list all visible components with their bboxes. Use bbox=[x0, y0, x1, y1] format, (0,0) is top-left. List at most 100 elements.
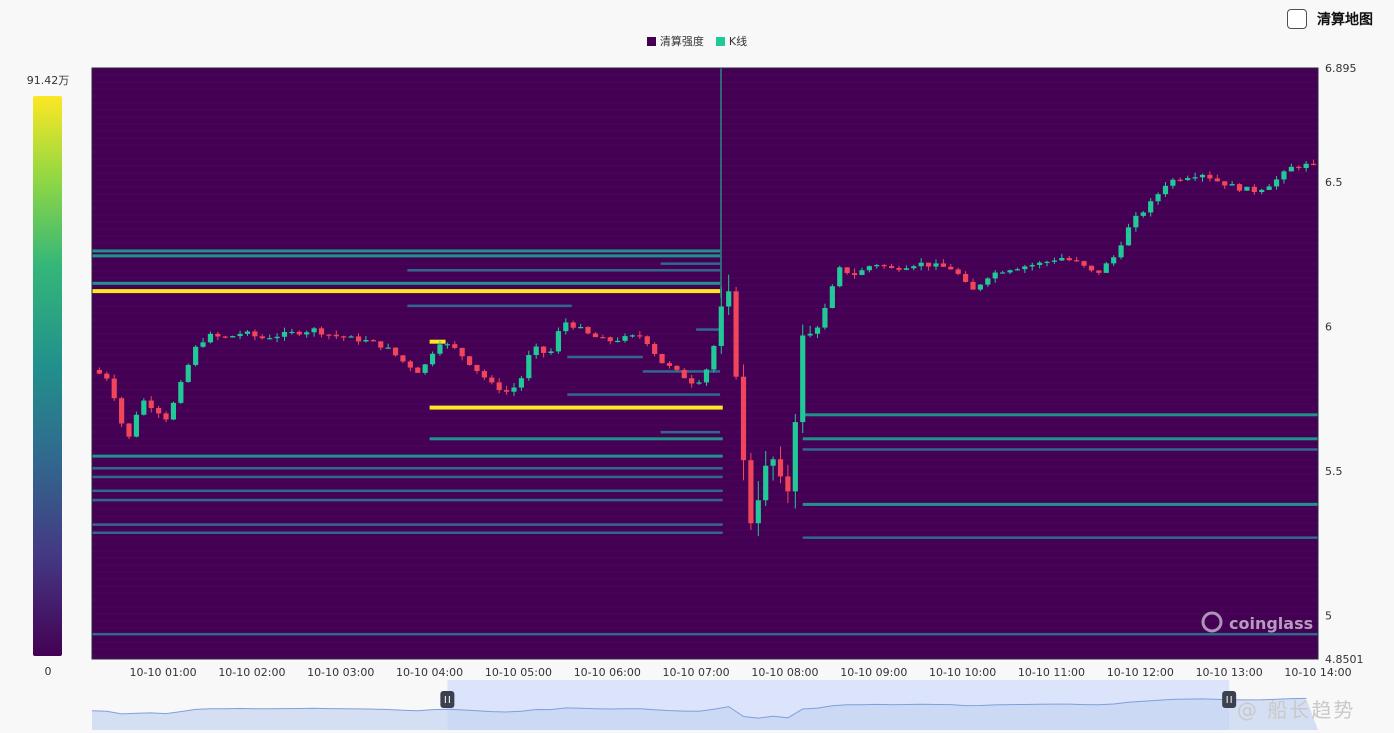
candle-body bbox=[792, 422, 798, 492]
candle bbox=[407, 360, 413, 372]
candle-body bbox=[385, 347, 391, 349]
candle bbox=[333, 330, 339, 340]
liquidation-level-band bbox=[429, 405, 723, 410]
candle-body bbox=[600, 337, 606, 339]
candle bbox=[348, 335, 354, 338]
colorbar[interactable] bbox=[33, 96, 62, 656]
liquidation-level-band bbox=[407, 269, 721, 272]
y-tick-label: 6.5 bbox=[1325, 176, 1343, 189]
candle-body bbox=[1229, 184, 1235, 186]
colorbar-min-label: 0 bbox=[44, 665, 52, 678]
candle bbox=[681, 368, 687, 379]
x-tick-label: 10-10 02:00 bbox=[218, 666, 285, 679]
candle bbox=[888, 263, 895, 269]
candle bbox=[1199, 173, 1206, 182]
liquidation-levels bbox=[92, 249, 1318, 636]
candle-body bbox=[740, 376, 747, 461]
candle bbox=[237, 330, 243, 340]
candle-body bbox=[1192, 177, 1198, 179]
liquidation-map-toggle[interactable]: 清算地图 bbox=[1287, 8, 1373, 30]
candle-body bbox=[659, 353, 665, 364]
candle-body bbox=[1074, 260, 1080, 262]
candle bbox=[163, 411, 169, 423]
candle bbox=[1081, 260, 1087, 268]
navigator-area bbox=[92, 698, 1318, 730]
candle-body bbox=[918, 262, 924, 267]
checkbox-icon[interactable] bbox=[1287, 9, 1307, 29]
candle bbox=[1014, 267, 1021, 271]
candle bbox=[1059, 253, 1065, 262]
colorbar-max-label: 91.42万 bbox=[26, 74, 70, 87]
candle-body bbox=[1125, 227, 1132, 246]
candle-body bbox=[1259, 189, 1265, 193]
candle bbox=[392, 347, 399, 357]
candle-body bbox=[541, 346, 547, 353]
candle-body bbox=[711, 345, 717, 370]
candle bbox=[503, 385, 510, 395]
y-tick-label: 5 bbox=[1325, 610, 1332, 623]
candle-body bbox=[281, 331, 288, 337]
candle-body bbox=[1088, 265, 1095, 271]
candle-body bbox=[896, 268, 902, 270]
candle bbox=[119, 396, 125, 428]
navigator-handle[interactable] bbox=[1222, 691, 1237, 708]
candle bbox=[1214, 174, 1220, 182]
candle bbox=[585, 326, 591, 335]
candle-body bbox=[474, 364, 480, 372]
candle-body bbox=[1140, 212, 1146, 216]
candle bbox=[541, 346, 547, 358]
candle-body bbox=[237, 333, 243, 337]
range-navigator[interactable] bbox=[91, 680, 1318, 730]
candle-body bbox=[1177, 179, 1183, 181]
candle-body bbox=[615, 340, 621, 343]
candle bbox=[481, 369, 487, 381]
candle-body bbox=[555, 331, 562, 352]
candle-body bbox=[193, 346, 199, 365]
candle bbox=[355, 333, 362, 345]
candle-body bbox=[844, 267, 850, 274]
candle bbox=[466, 355, 473, 366]
candle bbox=[1007, 269, 1013, 274]
candle bbox=[311, 327, 317, 337]
liquidation-level-band bbox=[92, 632, 1318, 636]
candle-body bbox=[296, 331, 302, 335]
legend-item-intensity[interactable]: 清算强度 bbox=[646, 33, 704, 49]
liquidation-level-band bbox=[802, 502, 1318, 506]
candle bbox=[1251, 184, 1257, 195]
candle bbox=[156, 405, 162, 418]
x-tick-label: 10-10 04:00 bbox=[396, 666, 463, 679]
candle bbox=[1281, 169, 1287, 184]
candle-body bbox=[274, 336, 280, 339]
candle-body bbox=[407, 361, 413, 368]
candle bbox=[748, 452, 754, 530]
candle-body bbox=[829, 286, 835, 309]
candle-body bbox=[866, 266, 872, 271]
liquidation-level-band bbox=[92, 523, 723, 526]
candle-body bbox=[133, 414, 140, 437]
navigator-handle-grip bbox=[440, 691, 455, 708]
candle bbox=[1029, 262, 1035, 271]
candle-body bbox=[163, 413, 169, 420]
candle-body bbox=[933, 263, 939, 267]
candle-body bbox=[1051, 260, 1058, 262]
candle-body bbox=[215, 333, 221, 337]
liquidation-level-band bbox=[429, 339, 446, 344]
legend-item-kline[interactable]: K线 bbox=[715, 33, 747, 49]
liquidation-level-band bbox=[660, 430, 721, 434]
candle-body bbox=[563, 322, 569, 332]
candle bbox=[770, 456, 776, 481]
candle bbox=[659, 353, 665, 364]
candle-body bbox=[607, 337, 613, 342]
candle bbox=[615, 337, 621, 343]
candle-body bbox=[1111, 257, 1117, 264]
candle-body bbox=[466, 356, 473, 365]
candle-body bbox=[770, 459, 776, 466]
candle-body bbox=[977, 284, 983, 290]
candle bbox=[874, 263, 880, 269]
navigator-handle[interactable] bbox=[440, 691, 455, 708]
candle bbox=[792, 413, 798, 509]
candle-body bbox=[170, 402, 177, 420]
liquidation-level-band bbox=[92, 489, 723, 493]
candle-body bbox=[1170, 179, 1176, 186]
